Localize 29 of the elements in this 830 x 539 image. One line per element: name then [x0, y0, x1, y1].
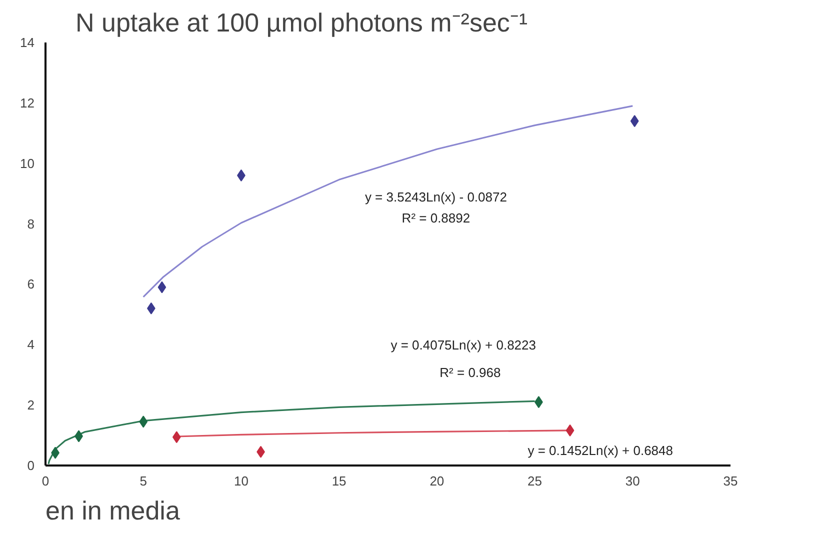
- point: [139, 416, 148, 428]
- y-tick-label: 14: [20, 35, 35, 50]
- y-tick-label: 6: [27, 276, 35, 292]
- y-tick-label: 2: [27, 398, 35, 413]
- annotation: y = 0.4075Ln(x) + 0.8223: [390, 337, 536, 352]
- annotation: y = 3.5243Ln(x) - 0.0872: [364, 189, 507, 204]
- line-series: [142, 105, 634, 298]
- x-tick-label: 5: [140, 474, 147, 488]
- y-tick-label: 10: [20, 156, 35, 171]
- point: [566, 424, 574, 436]
- x-tick-label: 20: [430, 474, 444, 488]
- x-tick-label: 35: [723, 474, 738, 488]
- x-tick-label: 25: [528, 474, 542, 488]
- chart-title: N uptake at 100 µmol photons m⁻²sec⁻¹: [76, 8, 528, 38]
- y-tick-label: 8: [27, 216, 35, 232]
- x-tick-label: 10: [234, 474, 248, 488]
- point: [630, 115, 639, 128]
- y-tick-label: 0: [27, 458, 35, 473]
- x-tick-label: 15: [332, 474, 346, 488]
- annotation: y = 0.1452Ln(x) + 0.6848: [528, 443, 673, 458]
- x-tick-label: 30: [625, 474, 640, 488]
- y-tick-label: 4: [27, 337, 35, 352]
- point: [172, 431, 181, 444]
- y-tick-label: 12: [20, 95, 35, 110]
- x-axis-title: en in media: [46, 496, 180, 526]
- annotation: R² = 0.968: [440, 364, 501, 380]
- x-tick-label: 0: [42, 474, 50, 488]
- point: [158, 281, 166, 294]
- annotation: R² = 0.8892: [402, 210, 470, 226]
